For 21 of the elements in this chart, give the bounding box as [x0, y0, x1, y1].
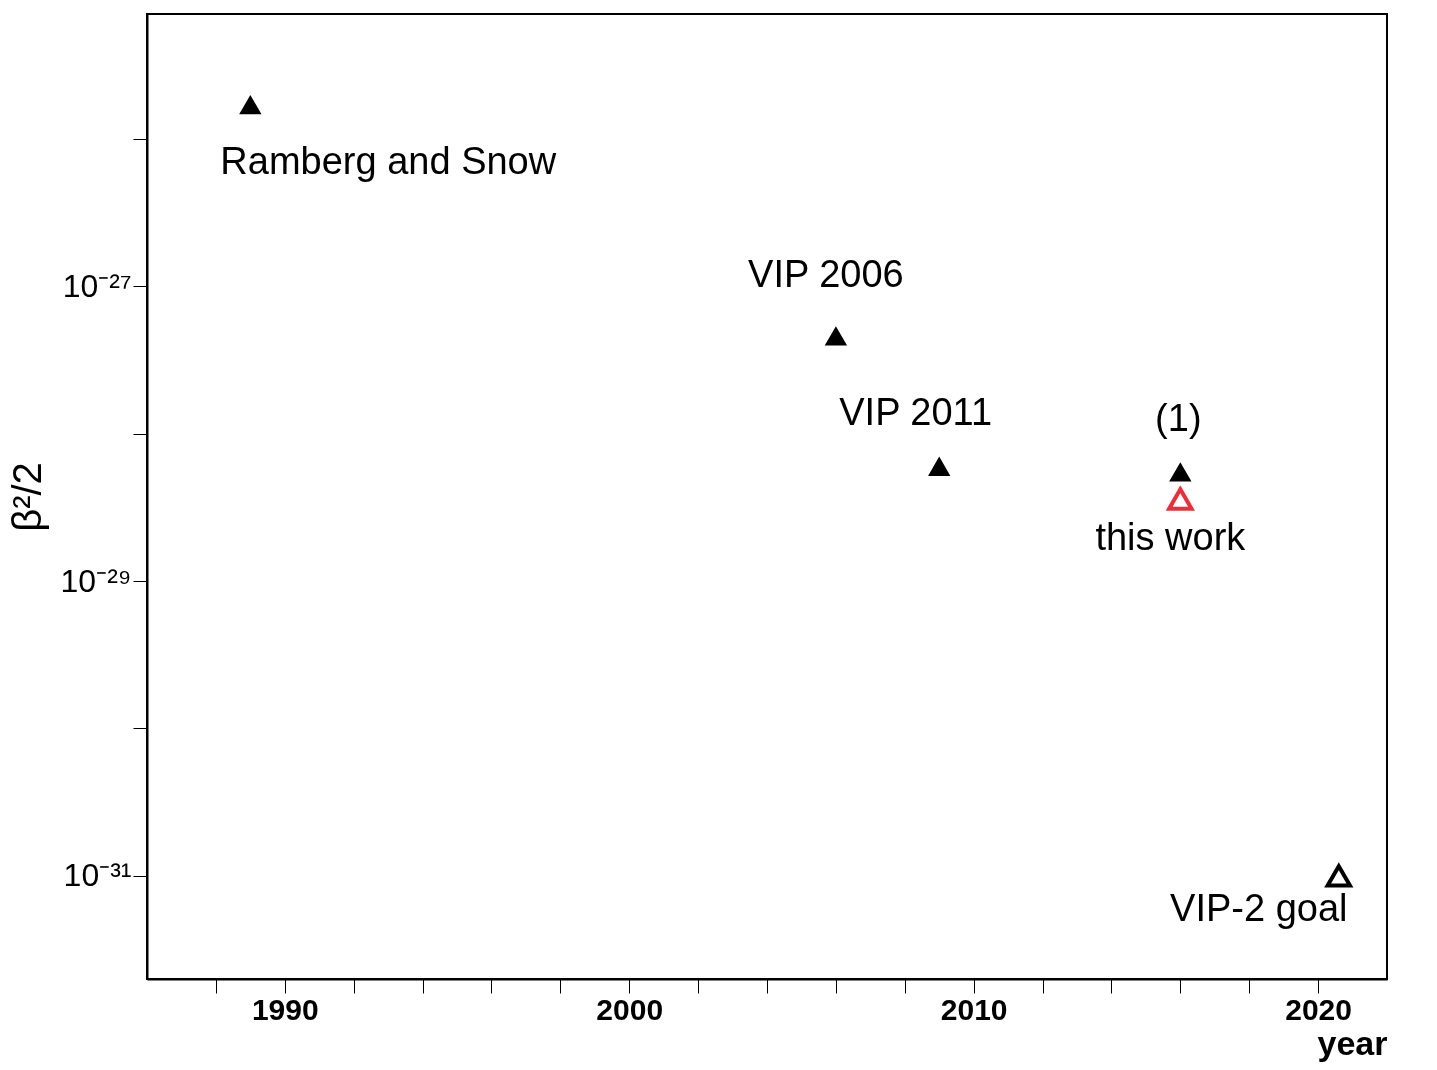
x-tick-label: 1990: [251, 992, 319, 1026]
point: [1325, 864, 1352, 888]
y-tick-label: 10⁻³¹: [63, 857, 132, 894]
point: [239, 94, 262, 115]
point: [824, 326, 848, 346]
x-tick-label: 2010: [940, 992, 1008, 1026]
x-tick-label: 2000: [596, 992, 664, 1026]
series-label: VIP 2006: [748, 252, 904, 295]
y-tick-label: 10⁻²⁷: [62, 267, 132, 304]
y-axis-title: β²/2: [4, 462, 49, 532]
point: [928, 456, 951, 476]
y-tick-label: 10⁻²⁹: [60, 562, 132, 599]
series-label: VIP 2011: [839, 391, 993, 434]
point: [1169, 462, 1192, 482]
series-label: (1): [1155, 396, 1202, 439]
series-label: VIP-2 goal: [1170, 886, 1348, 929]
series-label: Ramberg and Snow: [220, 139, 557, 182]
series-label: this work: [1095, 515, 1247, 558]
x-tick-label: 2020: [1285, 992, 1352, 1026]
x-axis-title: year: [1317, 1023, 1388, 1062]
point: [1167, 487, 1194, 511]
